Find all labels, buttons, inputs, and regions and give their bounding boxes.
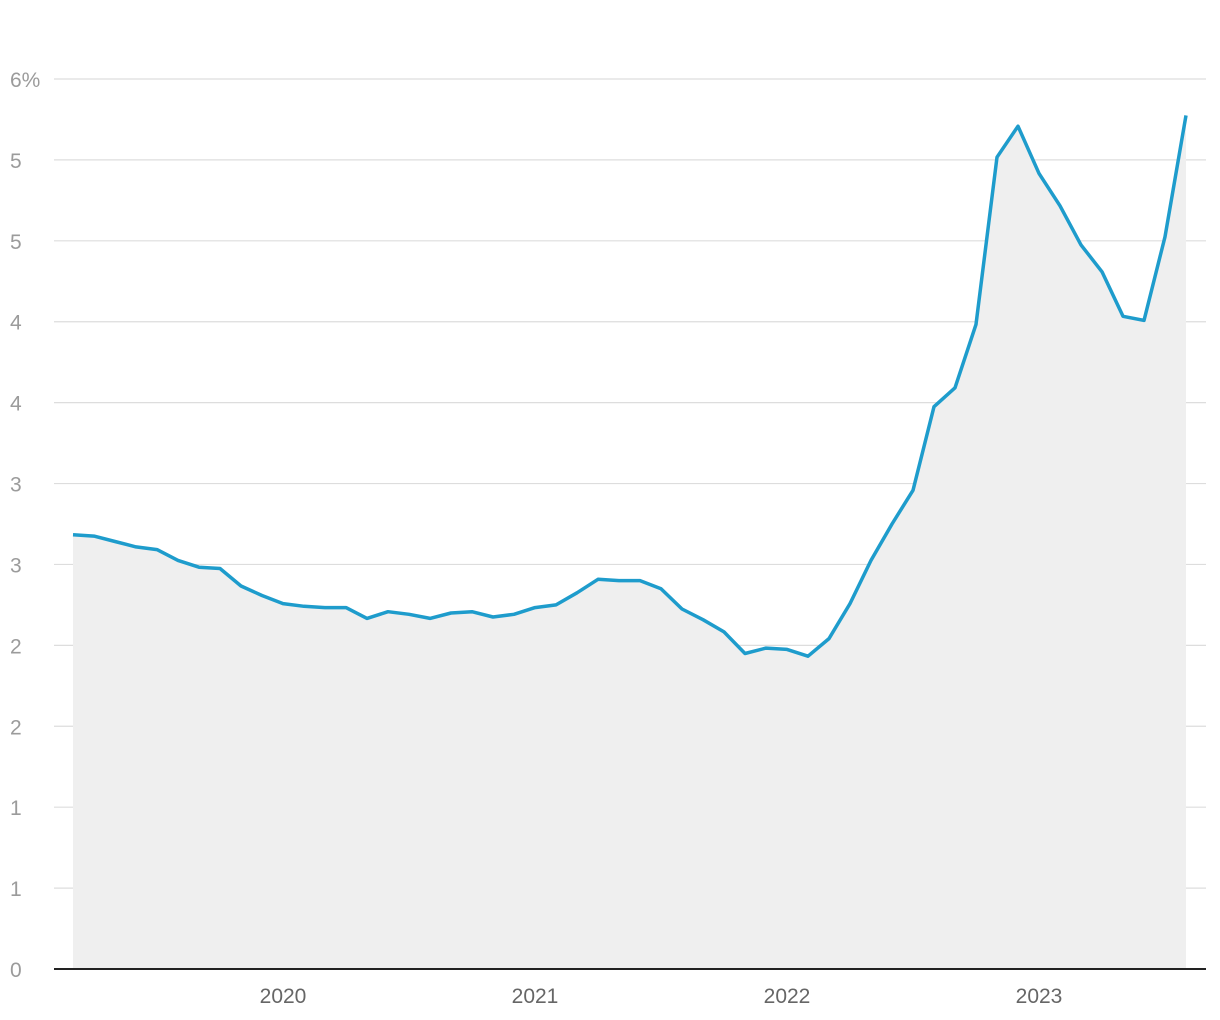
data-point bbox=[638, 579, 642, 583]
area-fill bbox=[73, 115, 1186, 969]
data-point bbox=[890, 522, 894, 526]
y-tick-label: 2 bbox=[10, 716, 22, 739]
data-point bbox=[911, 488, 915, 492]
data-point bbox=[407, 612, 411, 616]
data-point bbox=[827, 637, 831, 641]
y-tick-label: 2 bbox=[10, 635, 22, 658]
y-tick-label: 1 bbox=[10, 878, 22, 901]
data-point bbox=[512, 612, 516, 616]
data-point bbox=[785, 647, 789, 651]
data-point bbox=[1100, 270, 1104, 274]
data-point bbox=[113, 540, 117, 544]
data-point bbox=[932, 405, 936, 409]
data-point bbox=[197, 565, 201, 569]
data-point bbox=[470, 610, 474, 614]
y-tick-label: 4 bbox=[10, 312, 22, 335]
x-tick-label: 2020 bbox=[260, 985, 307, 1008]
data-point bbox=[176, 558, 180, 562]
y-tick-label: 5 bbox=[10, 150, 22, 173]
data-point bbox=[743, 652, 747, 656]
data-point bbox=[134, 545, 138, 549]
data-point bbox=[995, 155, 999, 159]
y-tick-label: 4 bbox=[10, 393, 22, 416]
data-point bbox=[659, 587, 663, 591]
data-point bbox=[806, 654, 810, 658]
data-point bbox=[953, 386, 957, 390]
data-point bbox=[449, 611, 453, 615]
y-axis-ticks: 0 1 1 2 2 3 3 4 4 5 5 6% bbox=[10, 69, 40, 982]
data-point bbox=[344, 606, 348, 610]
data-point bbox=[848, 602, 852, 606]
data-point bbox=[365, 616, 369, 620]
data-point bbox=[260, 594, 264, 598]
data-point bbox=[491, 615, 495, 619]
data-point bbox=[533, 606, 537, 610]
data-point bbox=[218, 567, 222, 571]
data-point bbox=[155, 548, 159, 552]
y-tick-label: 5 bbox=[10, 231, 22, 254]
data-point bbox=[596, 577, 600, 581]
data-point bbox=[1037, 171, 1041, 175]
data-point bbox=[386, 610, 390, 614]
data-point bbox=[239, 584, 243, 588]
data-point bbox=[1184, 113, 1188, 117]
data-line bbox=[72, 115, 1188, 658]
y-tick-label: 3 bbox=[10, 554, 22, 577]
data-point bbox=[71, 533, 75, 537]
y-tick-label: 3 bbox=[10, 474, 22, 497]
data-point bbox=[1016, 124, 1020, 128]
data-point bbox=[1079, 243, 1083, 247]
data-point bbox=[974, 322, 978, 326]
x-tick-label: 2023 bbox=[1016, 985, 1063, 1008]
y-tick-label: 1 bbox=[10, 797, 22, 820]
data-point bbox=[281, 602, 285, 606]
data-point bbox=[302, 604, 306, 608]
y-tick-label: 0 bbox=[10, 959, 22, 982]
data-point bbox=[701, 618, 705, 622]
x-axis-ticks: 2020 2021 2022 2023 bbox=[260, 985, 1063, 1008]
x-tick-label: 2022 bbox=[764, 985, 811, 1008]
data-point bbox=[869, 558, 873, 562]
data-point bbox=[1058, 204, 1062, 208]
x-tick-label: 2021 bbox=[512, 985, 559, 1008]
data-point bbox=[764, 646, 768, 650]
data-point bbox=[323, 606, 327, 610]
data-point bbox=[554, 603, 558, 607]
data-point bbox=[1142, 318, 1146, 322]
data-point bbox=[680, 607, 684, 611]
y-tick-label: 6% bbox=[10, 69, 40, 92]
data-point bbox=[575, 591, 579, 595]
data-point bbox=[617, 579, 621, 583]
data-point bbox=[92, 534, 96, 538]
data-point bbox=[1163, 235, 1167, 239]
data-point bbox=[722, 630, 726, 634]
data-point bbox=[1121, 314, 1125, 318]
data-point bbox=[428, 616, 432, 620]
